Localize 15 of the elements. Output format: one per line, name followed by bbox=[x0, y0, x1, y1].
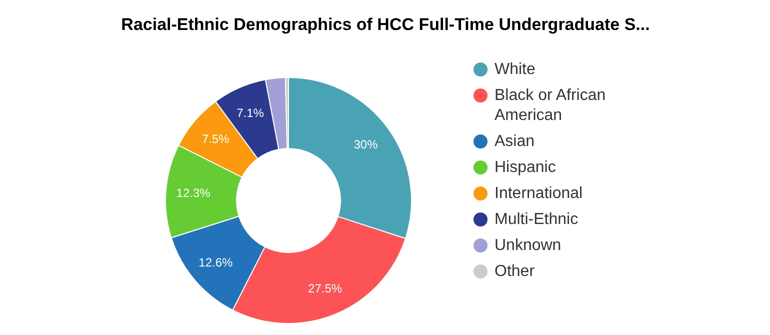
data-label: 12.6% bbox=[198, 255, 234, 270]
data-label: 12.3% bbox=[176, 186, 211, 200]
legend-label: Unknown bbox=[494, 237, 562, 254]
chart-title: Racial-Ethnic Demographics of HCC Full-Time Undergraduate S... bbox=[121, 15, 650, 34]
legend-label: Multi-Ethnic bbox=[494, 211, 578, 228]
data-label: 30% bbox=[354, 137, 378, 152]
data-label: 27.5% bbox=[308, 282, 342, 296]
legend-label: Asian bbox=[494, 133, 535, 150]
legend-label: Black or African American bbox=[494, 87, 606, 124]
legend-label: Hispanic bbox=[494, 159, 556, 176]
data-label: 7.5% bbox=[202, 132, 230, 146]
legend-label: International bbox=[494, 185, 583, 202]
data-label: 7.1% bbox=[236, 106, 264, 120]
legend-label: White bbox=[494, 61, 536, 78]
legend-label: Other bbox=[494, 263, 536, 280]
